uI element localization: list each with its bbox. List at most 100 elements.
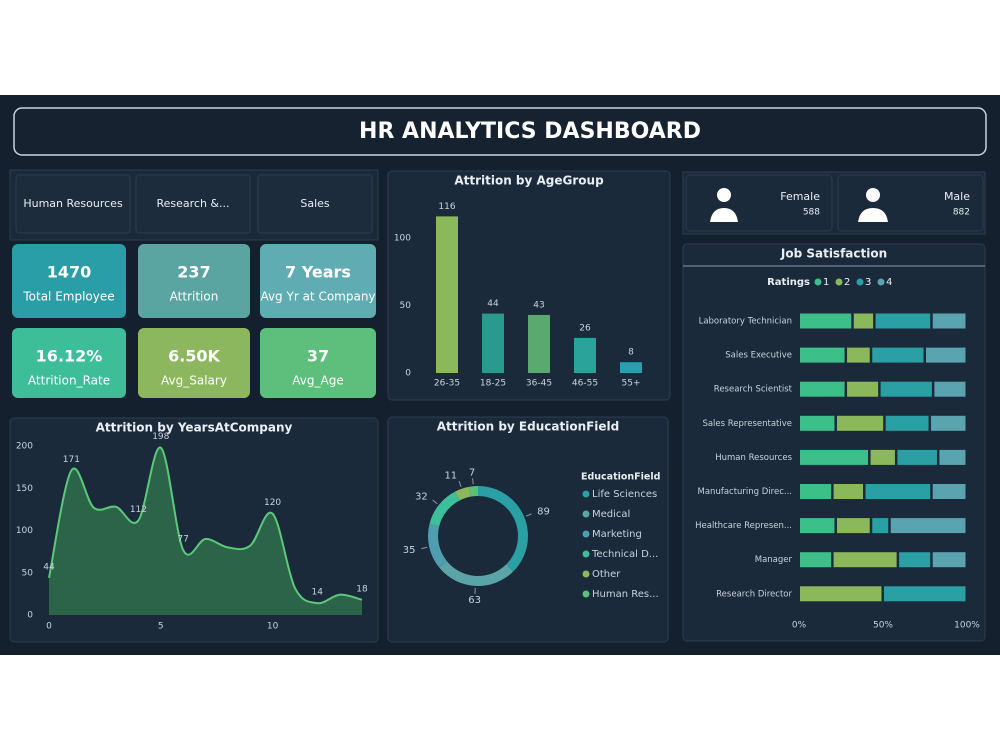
kpi-card [138,244,250,318]
legend-label: Medical [592,509,630,520]
slicer-button[interactable] [15,174,131,234]
bar-segment [836,415,884,431]
leader-line [432,499,438,505]
slicer-label: Human Resources [23,197,123,210]
gender-card [685,174,833,232]
bar-segment [899,552,931,568]
bar-segment [875,313,931,329]
x-tick-label: 18-25 [480,379,506,389]
slicer-button[interactable] [257,174,373,234]
bar-segment [847,381,879,397]
legend-swatch [582,570,590,578]
data-label: 8 [628,348,634,358]
data-label: 32 [415,491,428,502]
data-label: 198 [152,432,169,442]
category-label: Human Resources [715,453,792,463]
leader-line [525,513,532,517]
male-icon [858,188,888,222]
legend-label: Marketing [592,529,642,540]
kpi-label: Attrition [170,290,219,304]
bar-segment [833,552,897,568]
y-tick-label: 50 [400,301,412,311]
gender-card [837,174,984,232]
chart-title: Job Satisfaction [780,247,887,261]
bar-segment [800,449,869,465]
kpi-card [260,328,376,398]
bar-segment [800,347,845,363]
data-label: 11 [444,470,457,481]
x-tick-label: 5 [158,622,164,632]
data-label: 26 [579,323,591,333]
legend-swatch [582,550,590,558]
bar-segment [853,313,874,329]
bar-segment [800,313,852,329]
bar-segment [800,484,832,499]
data-label: 18 [356,584,368,594]
kpi-value: 6.50K [168,347,220,366]
legend-swatch [582,590,590,598]
panel [387,170,671,401]
bar [436,216,458,373]
line [48,446,363,605]
legend-title: Ratings [767,277,810,288]
bar-segment [897,449,937,465]
kpi-card [138,328,250,398]
bar-segment [931,415,966,431]
bar-segment [926,347,966,363]
bar [482,313,504,373]
category-label: Sales Executive [725,351,792,361]
kpi-label: Avg_Salary [161,374,227,388]
y-tick-label: 0 [27,611,33,621]
leader-line [472,478,474,485]
x-tick-label: 0% [792,621,807,631]
category-label: Sales Representative [702,419,792,429]
kpi-label: Avg Yr at Company [260,290,375,304]
legend-title: EducationField [581,472,660,483]
category-label: Manager [755,555,793,565]
legend-swatch [835,278,843,286]
legend-label: Life Sciences [592,489,657,500]
legend-swatch [877,278,885,286]
donut-slice [468,486,478,497]
bar-segment [870,449,895,465]
legend-label: 1 [823,277,829,288]
y-tick-label: 0 [405,369,411,379]
legend-swatch [582,510,590,518]
bar-segment [800,586,882,602]
x-tick-label: 36-45 [526,379,552,389]
y-tick-label: 100 [394,234,411,244]
legend-label: Technical D... [591,549,658,560]
x-tick-label: 50% [873,621,893,631]
title-bar [13,107,987,156]
bar-segment [872,518,889,534]
slicer-button[interactable] [135,174,251,234]
bar-segment [836,518,870,534]
bar-segment [800,518,835,534]
bar [528,314,550,373]
data-label: 63 [468,595,481,606]
x-tick-label: 55+ [622,379,641,389]
kpi-value: 237 [177,263,210,282]
kpi-card [12,244,126,318]
x-tick-label: 100% [954,621,980,631]
category-label: Laboratory Technician [699,317,792,327]
chart-title: Attrition by AgeGroup [454,174,604,188]
kpi-card [260,244,376,318]
data-label: 44 [43,562,55,572]
y-tick-label: 50 [22,568,34,578]
legend-label: 3 [865,277,871,288]
bar [574,337,596,373]
legend-swatch [582,490,590,498]
bar [620,362,642,373]
y-tick-label: 150 [16,484,33,494]
x-tick-label: 26-35 [434,379,460,389]
category-label: Research Director [716,589,792,599]
data-label: 14 [312,588,324,598]
bar-segment [890,518,966,534]
y-tick-label: 100 [16,526,33,536]
x-tick-label: 0 [46,622,52,632]
bar-segment [800,381,845,397]
bar-segment [800,552,832,568]
bar-segment [932,552,966,568]
data-label: 43 [533,300,544,310]
